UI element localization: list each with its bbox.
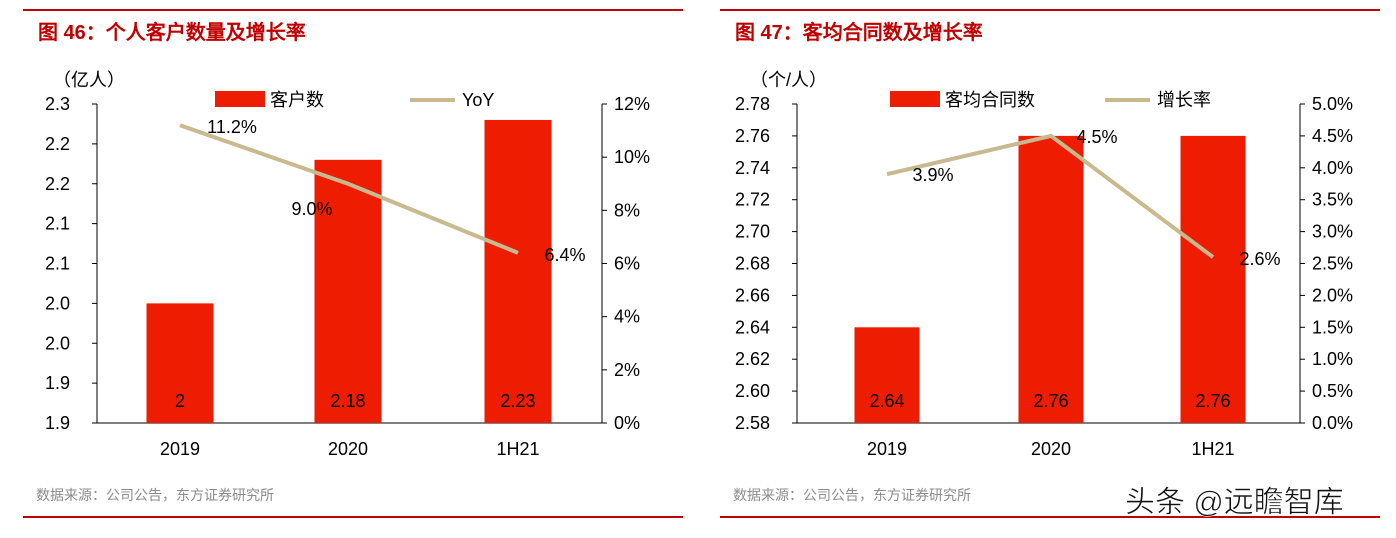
right-tick-label: 1.5% [1312, 317, 1353, 337]
right-tick-label: 0.0% [1312, 413, 1353, 433]
bar [146, 303, 214, 423]
line-data-label: 3.9% [912, 165, 953, 185]
legend-bar-swatch [890, 91, 940, 107]
left-tick-label: 2.70 [735, 222, 770, 242]
right-tick-label: 2.5% [1312, 254, 1353, 274]
right-tick-label: 0.5% [1312, 381, 1353, 401]
line-data-label: 2.6% [1239, 249, 1280, 269]
right-tick-label: 1.0% [1312, 349, 1353, 369]
bar [1018, 135, 1084, 423]
left-tick-label: 2.64 [735, 317, 770, 337]
bar-data-label: 2.18 [330, 391, 365, 411]
category-label: 2019 [160, 439, 200, 459]
source-note: 数据来源：公司公告，东方证券研究所 [733, 487, 971, 503]
left-tick-label: 2.0 [45, 293, 70, 313]
line-data-label: 9.0% [291, 199, 332, 219]
bar-data-label: 2.64 [869, 391, 904, 411]
unit-label: （亿人） [53, 70, 125, 90]
right-tick-label: 2% [614, 360, 640, 380]
left-tick-label: 2.74 [735, 158, 770, 178]
right-tick-label: 4% [614, 307, 640, 327]
chart-2: 图 47：客均合同数及增长率 （个/人） 2.58 2.60 2.62 2.64 2.66 2… [720, 9, 1380, 518]
left-tick-label: 2.66 [735, 285, 770, 305]
left-tick-label: 2.76 [735, 126, 770, 146]
line-data-label: 4.5% [1076, 127, 1117, 147]
line-data-label: 6.4% [544, 245, 585, 265]
source-note: 数据来源：公司公告，东方证券研究所 [36, 487, 274, 503]
category-label: 1H21 [1191, 439, 1234, 459]
left-tick-label: 2.68 [735, 254, 770, 274]
chart-title: 图 46：个人客户数量及增长率 [38, 20, 306, 44]
bar [1180, 135, 1246, 423]
right-tick-label: 2.0% [1312, 285, 1353, 305]
legend-line-label: 增长率 [1157, 90, 1211, 110]
bar-data-label: 2.76 [1033, 391, 1068, 411]
left-tick-label: 2.1 [45, 214, 70, 234]
right-tick-label: 4.0% [1312, 158, 1353, 178]
category-label: 2019 [867, 439, 907, 459]
bar [314, 159, 382, 423]
bar-data-label: 2.23 [500, 391, 535, 411]
right-tick-label: 4.5% [1312, 126, 1353, 146]
right-tick-label: 0% [614, 413, 640, 433]
right-tick-label: 3.5% [1312, 190, 1353, 210]
bar [484, 119, 552, 423]
legend-bar-swatch [215, 91, 265, 107]
left-tick-label: 2.58 [735, 413, 770, 433]
bar-data-label: 2 [175, 391, 185, 411]
left-tick-label: 2.60 [735, 381, 770, 401]
left-tick-label: 2.3 [45, 94, 70, 114]
right-tick-label: 6% [614, 254, 640, 274]
left-tick-label: 2.78 [735, 94, 770, 114]
legend-bar-label: 客户数 [270, 90, 324, 110]
left-tick-label: 2.2 [45, 174, 70, 194]
line-data-label: 11.2% [207, 117, 257, 137]
left-tick-label: 1.9 [45, 413, 70, 433]
bar [854, 327, 920, 423]
chart-title: 图 47：客均合同数及增长率 [735, 20, 983, 44]
category-label: 2020 [1031, 439, 1071, 459]
left-tick-label: 2.2 [45, 134, 70, 154]
left-tick-label: 2.62 [735, 349, 770, 369]
left-tick-label: 2.72 [735, 190, 770, 210]
right-tick-label: 12% [614, 94, 650, 114]
left-tick-label: 2.0 [45, 333, 70, 353]
left-tick-label: 1.9 [45, 373, 70, 393]
right-tick-label: 5.0% [1312, 94, 1353, 114]
legend-line-label: YoY [462, 90, 494, 110]
category-label: 2020 [328, 439, 368, 459]
right-tick-label: 3.0% [1312, 222, 1353, 242]
right-tick-label: 8% [614, 200, 640, 220]
chart-1: 图 46：个人客户数量及增长率 （亿人） 1.9 1.9 2.0 2.0 2.1 2.1 2.2… [23, 9, 683, 518]
legend-bar-label: 客均合同数 [945, 90, 1035, 110]
unit-label: （个/人） [750, 70, 827, 90]
left-tick-label: 2.1 [45, 254, 70, 274]
category-label: 1H21 [496, 439, 539, 459]
bar-data-label: 2.76 [1195, 391, 1230, 411]
watermark: 头条 @远瞻智库 [1125, 486, 1344, 519]
right-tick-label: 10% [614, 147, 650, 167]
